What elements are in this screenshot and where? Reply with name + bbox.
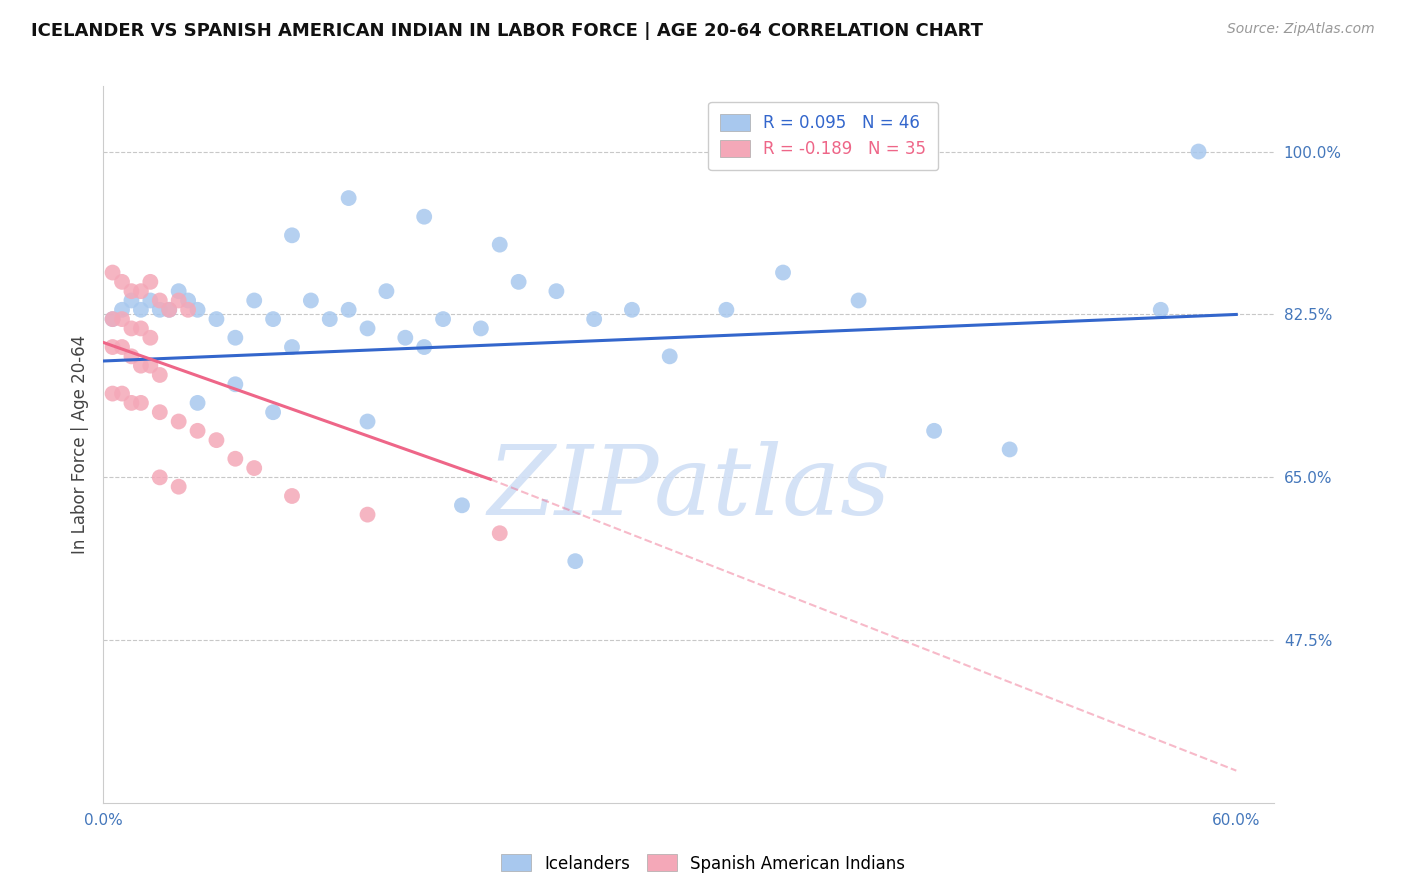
Text: Source: ZipAtlas.com: Source: ZipAtlas.com bbox=[1227, 22, 1375, 37]
Point bbox=[224, 377, 246, 392]
Point bbox=[149, 302, 172, 317]
Point bbox=[998, 442, 1021, 457]
Point bbox=[488, 237, 510, 252]
Point bbox=[101, 266, 124, 280]
Point bbox=[111, 275, 134, 289]
Point bbox=[149, 405, 172, 419]
Legend: R = 0.095   N = 46, R = -0.189   N = 35: R = 0.095 N = 46, R = -0.189 N = 35 bbox=[709, 102, 938, 169]
Point bbox=[432, 312, 454, 326]
Point bbox=[111, 312, 134, 326]
Point bbox=[848, 293, 870, 308]
Y-axis label: In Labor Force | Age 20-64: In Labor Force | Age 20-64 bbox=[72, 335, 89, 554]
Point bbox=[319, 312, 342, 326]
Point bbox=[177, 302, 200, 317]
Point bbox=[149, 368, 172, 382]
Point bbox=[243, 461, 266, 475]
Point bbox=[129, 396, 152, 410]
Point bbox=[299, 293, 322, 308]
Point bbox=[157, 302, 180, 317]
Point bbox=[167, 480, 190, 494]
Point bbox=[120, 293, 142, 308]
Point bbox=[111, 340, 134, 354]
Point bbox=[413, 210, 436, 224]
Point bbox=[356, 321, 378, 335]
Point bbox=[394, 331, 416, 345]
Point bbox=[177, 293, 200, 308]
Point bbox=[356, 508, 378, 522]
Point bbox=[564, 554, 586, 568]
Point bbox=[101, 340, 124, 354]
Legend: Icelanders, Spanish American Indians: Icelanders, Spanish American Indians bbox=[495, 847, 911, 880]
Point bbox=[658, 349, 681, 363]
Point bbox=[375, 284, 398, 298]
Point bbox=[167, 293, 190, 308]
Point bbox=[129, 284, 152, 298]
Point bbox=[224, 331, 246, 345]
Point bbox=[167, 284, 190, 298]
Point bbox=[139, 359, 162, 373]
Point bbox=[129, 359, 152, 373]
Point bbox=[772, 266, 794, 280]
Point bbox=[187, 396, 209, 410]
Point bbox=[488, 526, 510, 541]
Point bbox=[139, 275, 162, 289]
Point bbox=[1150, 302, 1173, 317]
Point bbox=[922, 424, 945, 438]
Point bbox=[120, 349, 142, 363]
Point bbox=[129, 302, 152, 317]
Point bbox=[205, 312, 228, 326]
Point bbox=[716, 302, 738, 317]
Point bbox=[129, 321, 152, 335]
Point bbox=[101, 312, 124, 326]
Point bbox=[451, 498, 474, 512]
Point bbox=[470, 321, 492, 335]
Point bbox=[139, 293, 162, 308]
Point bbox=[508, 275, 530, 289]
Point bbox=[1187, 145, 1209, 159]
Text: ZIPatlas: ZIPatlas bbox=[486, 441, 890, 535]
Point bbox=[167, 415, 190, 429]
Point bbox=[120, 396, 142, 410]
Point bbox=[149, 470, 172, 484]
Point bbox=[281, 228, 304, 243]
Point bbox=[101, 312, 124, 326]
Point bbox=[205, 433, 228, 447]
Point bbox=[337, 302, 360, 317]
Point bbox=[187, 302, 209, 317]
Point bbox=[187, 424, 209, 438]
Point bbox=[111, 386, 134, 401]
Point bbox=[111, 302, 134, 317]
Text: ICELANDER VS SPANISH AMERICAN INDIAN IN LABOR FORCE | AGE 20-64 CORRELATION CHAR: ICELANDER VS SPANISH AMERICAN INDIAN IN … bbox=[31, 22, 983, 40]
Point bbox=[120, 321, 142, 335]
Point bbox=[157, 302, 180, 317]
Point bbox=[337, 191, 360, 205]
Point bbox=[413, 340, 436, 354]
Point bbox=[243, 293, 266, 308]
Point bbox=[101, 386, 124, 401]
Point bbox=[224, 451, 246, 466]
Point bbox=[620, 302, 643, 317]
Point bbox=[262, 405, 284, 419]
Point bbox=[149, 293, 172, 308]
Point bbox=[281, 340, 304, 354]
Point bbox=[120, 284, 142, 298]
Point bbox=[356, 415, 378, 429]
Point bbox=[139, 331, 162, 345]
Point bbox=[262, 312, 284, 326]
Point bbox=[546, 284, 568, 298]
Point bbox=[583, 312, 606, 326]
Point bbox=[281, 489, 304, 503]
